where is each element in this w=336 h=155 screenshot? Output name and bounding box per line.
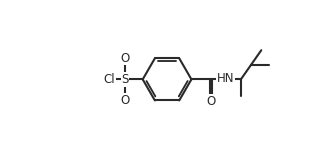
Text: Cl: Cl xyxy=(103,73,115,86)
Text: O: O xyxy=(207,95,216,108)
Text: O: O xyxy=(120,94,130,107)
Text: HN: HN xyxy=(217,73,234,86)
Text: S: S xyxy=(121,73,129,86)
Text: O: O xyxy=(120,52,130,65)
